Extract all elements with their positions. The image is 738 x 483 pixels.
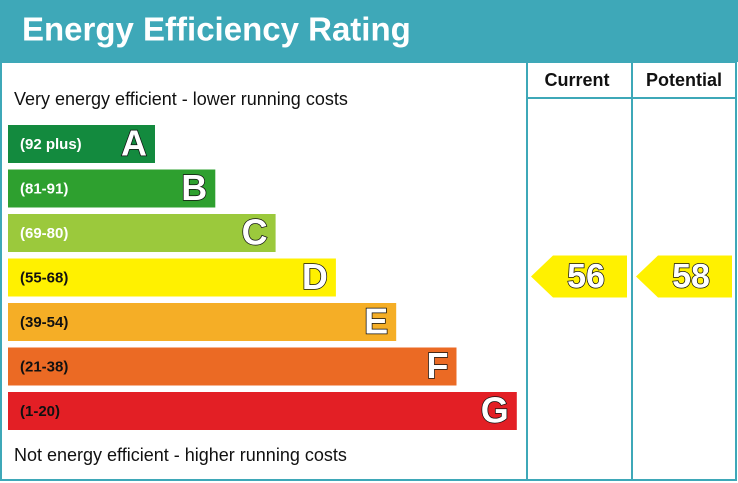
band [8,169,216,208]
band-letter: G [481,390,509,431]
top-label: Very energy efficient - lower running co… [14,89,348,109]
rating-arrow [531,255,627,298]
band-range: (55-68) [20,269,68,286]
column-header: Current [544,70,609,90]
band-letter: C [242,212,268,253]
band-letter: F [427,345,449,386]
band-letter: E [364,301,388,342]
band-range: (21-38) [20,358,68,375]
rating-value: 56 [567,257,605,295]
band-range: (39-54) [20,314,68,331]
band [8,258,336,297]
chart-title: Energy Efficiency Rating [22,11,411,48]
title-bar [0,0,738,62]
band-letter: B [181,167,207,208]
band [8,214,276,252]
band-range: (69-80) [20,225,68,242]
band [8,303,397,341]
band-range: (1-20) [20,403,60,420]
rating-arrow [636,255,732,298]
band-range: (81-91) [20,180,68,197]
frame [0,61,737,481]
rating-value: 58 [672,257,710,295]
band [8,392,517,430]
bottom-label: Not energy efficient - higher running co… [14,445,347,465]
band-range: (92 plus) [20,136,82,153]
band [8,125,155,163]
column-header: Potential [646,70,722,90]
band [8,347,457,386]
band-letter: D [302,256,328,297]
band-letter: A [121,123,147,164]
